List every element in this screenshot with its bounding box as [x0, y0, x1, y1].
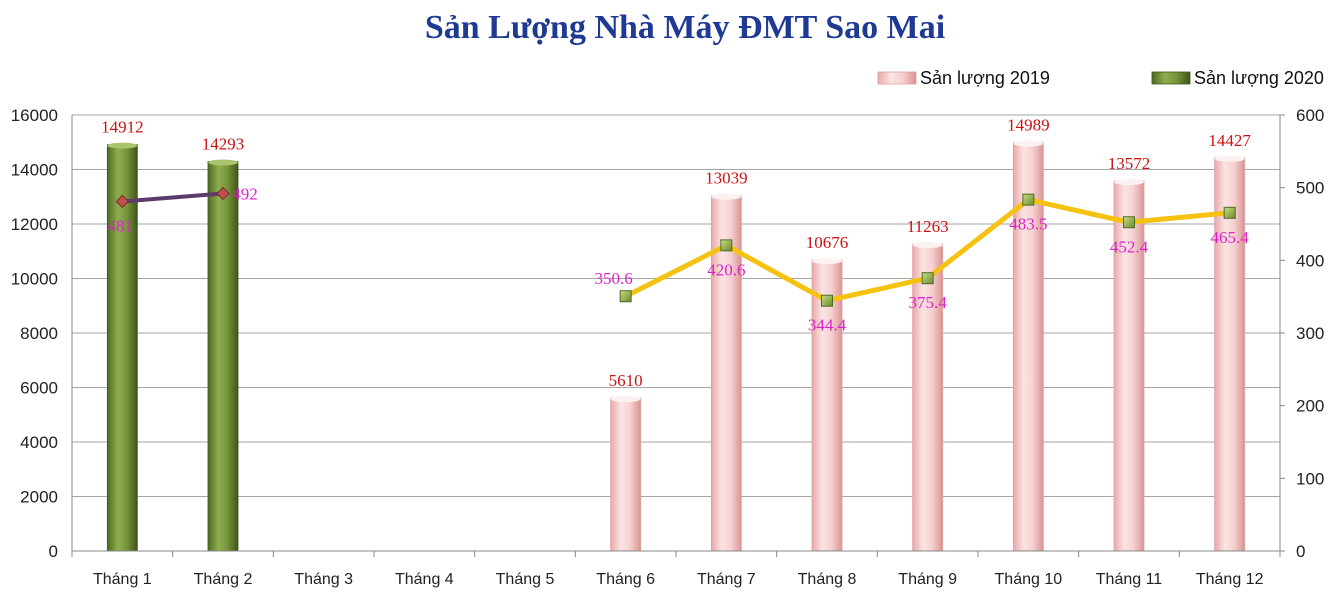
- legend-swatch: [877, 71, 917, 85]
- x-tick-label: Tháng 5: [496, 571, 555, 588]
- x-tick-label: Tháng 12: [1196, 571, 1264, 588]
- legend-label: Sản lượng 2020: [1194, 68, 1324, 88]
- y-left-tick-label: 4000: [20, 433, 58, 452]
- y-left-tick-label: 0: [49, 542, 58, 561]
- y-left-tick-label: 6000: [20, 379, 58, 398]
- bar-top: [107, 142, 138, 149]
- bar-value-label: 14427: [1208, 131, 1251, 150]
- bar-value-label: 14989: [1007, 116, 1050, 135]
- chart-title: Sản Lượng Nhà Máy ĐMT Sao Mai: [425, 9, 945, 46]
- bar: [710, 195, 742, 552]
- bar: [912, 243, 944, 552]
- bar-value-label: 5610: [609, 371, 643, 390]
- line-value-label: 420.6: [707, 260, 745, 279]
- x-tick-label: Tháng 6: [596, 571, 655, 588]
- line-point: [921, 272, 934, 285]
- line-value-label: 344.4: [808, 316, 847, 335]
- line-value-label: 452.4: [1110, 237, 1149, 256]
- x-tick-label: Tháng 2: [194, 571, 253, 588]
- line-value-label: 492: [232, 184, 258, 203]
- line-value-label: 350.6: [595, 269, 633, 288]
- legend-label: Sản lượng 2019: [920, 68, 1050, 88]
- x-tick-label: Tháng 3: [294, 571, 353, 588]
- line-point: [720, 239, 733, 252]
- y-left-tick-label: 16000: [11, 106, 58, 125]
- y-right-tick-label: 600: [1296, 106, 1324, 125]
- x-tick-label: Tháng 1: [93, 571, 152, 588]
- y-right-tick-label: 500: [1296, 179, 1324, 198]
- bar-top: [1013, 140, 1044, 147]
- y-right-tick-label: 100: [1296, 469, 1324, 488]
- line-point: [1022, 193, 1035, 206]
- bar-value-label: 14912: [101, 118, 144, 137]
- x-tick-label: Tháng 10: [995, 571, 1063, 588]
- y-right-tick-label: 0: [1296, 542, 1305, 561]
- x-tick-label: Tháng 4: [395, 571, 454, 588]
- x-tick-label: Tháng 8: [798, 571, 857, 588]
- y-left-tick-label: 8000: [20, 324, 58, 343]
- bar-value-label: 13572: [1108, 154, 1151, 173]
- bar-value-label: 10676: [806, 233, 849, 252]
- line-value-label: 465.4: [1211, 228, 1250, 247]
- bar-top: [711, 193, 742, 200]
- x-tick-label: Tháng 9: [898, 571, 957, 588]
- line-point: [1223, 206, 1236, 219]
- bar: [106, 144, 138, 552]
- x-tick-label: Tháng 11: [1096, 571, 1163, 588]
- bar: [610, 397, 642, 552]
- y-right-tick-label: 200: [1296, 397, 1324, 416]
- bar-value-label: 11263: [907, 217, 949, 236]
- y-left-tick-label: 2000: [20, 488, 58, 507]
- series-line: [122, 191, 224, 204]
- legend-swatch: [1151, 71, 1191, 85]
- line-value-label: 481: [108, 216, 134, 235]
- bar-top: [610, 396, 641, 403]
- bar-top: [812, 258, 842, 265]
- y-right-tick-label: 300: [1296, 324, 1324, 343]
- bar-top: [1214, 155, 1245, 162]
- bar: [207, 161, 239, 552]
- y-left-tick-label: 10000: [11, 270, 58, 289]
- y-left-tick-label: 12000: [11, 215, 58, 234]
- x-tick-label: Tháng 7: [697, 571, 756, 588]
- bar-top: [912, 242, 943, 249]
- y-left-tick-label: 14000: [11, 161, 58, 180]
- bar-value-label: 13039: [705, 169, 748, 188]
- y-right-tick-label: 400: [1296, 251, 1324, 270]
- line-point: [619, 290, 632, 303]
- bar-top: [208, 159, 238, 166]
- line-point: [1123, 216, 1135, 229]
- line-point: [821, 294, 833, 307]
- line-value-label: 375.4: [909, 293, 948, 312]
- line-value-label: 483.5: [1009, 215, 1047, 234]
- bar-top: [1114, 179, 1144, 186]
- bar-value-label: 14293: [202, 135, 245, 154]
- line-point: [115, 194, 130, 209]
- line-point: [216, 186, 230, 201]
